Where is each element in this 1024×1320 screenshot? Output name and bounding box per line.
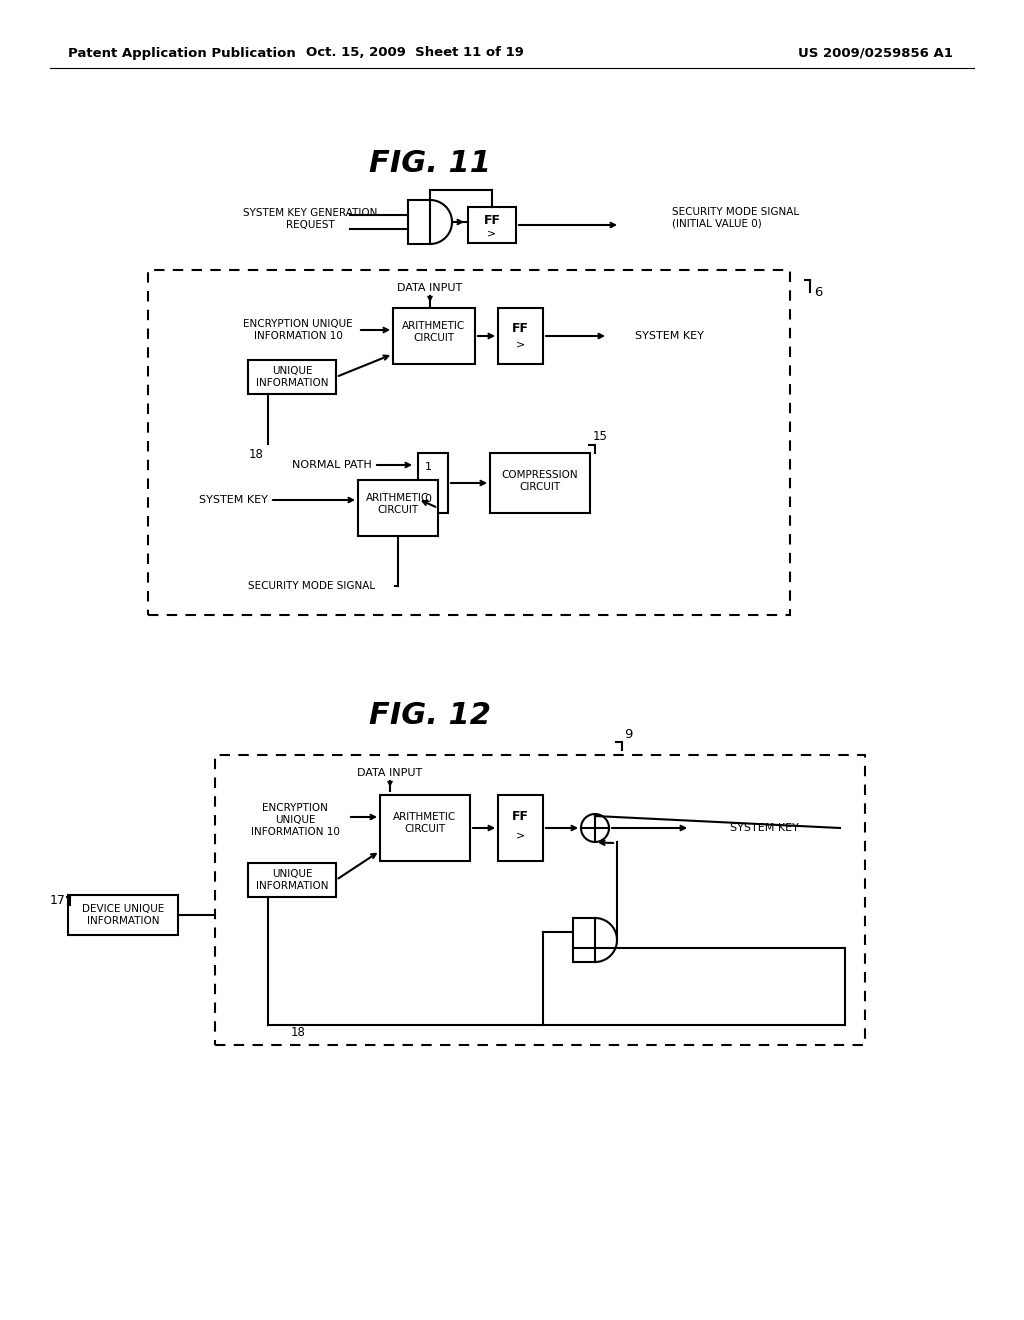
Bar: [68, 895, 178, 935]
Text: 6: 6: [814, 285, 822, 298]
Text: US 2009/0259856 A1: US 2009/0259856 A1: [798, 46, 952, 59]
Text: ARITHMETIC
CIRCUIT: ARITHMETIC CIRCUIT: [367, 494, 430, 515]
Bar: [248, 863, 336, 898]
Bar: [380, 795, 470, 861]
Text: DEVICE UNIQUE
INFORMATION: DEVICE UNIQUE INFORMATION: [82, 904, 164, 925]
Text: 0: 0: [425, 494, 431, 504]
Text: 18: 18: [249, 447, 263, 461]
Bar: [468, 207, 516, 243]
Bar: [148, 271, 790, 615]
Text: 9: 9: [624, 729, 632, 742]
Text: >: >: [516, 830, 525, 840]
Text: SYSTEM KEY: SYSTEM KEY: [730, 822, 799, 833]
Text: Patent Application Publication: Patent Application Publication: [68, 46, 296, 59]
Text: ARITHMETIC
CIRCUIT: ARITHMETIC CIRCUIT: [402, 321, 466, 343]
Bar: [418, 453, 449, 513]
Text: FIG. 11: FIG. 11: [369, 149, 490, 177]
Text: FF: FF: [512, 810, 529, 824]
Text: FF: FF: [483, 214, 501, 227]
Text: 1: 1: [425, 462, 431, 473]
Bar: [248, 360, 336, 393]
Bar: [215, 755, 865, 1045]
Bar: [490, 453, 590, 513]
Polygon shape: [573, 917, 595, 962]
Text: Oct. 15, 2009  Sheet 11 of 19: Oct. 15, 2009 Sheet 11 of 19: [306, 46, 524, 59]
Text: >: >: [487, 228, 497, 238]
Text: FF: FF: [512, 322, 529, 334]
Polygon shape: [408, 201, 430, 244]
Bar: [498, 795, 543, 861]
Text: NORMAL PATH: NORMAL PATH: [292, 459, 372, 470]
Text: ARITHMETIC
CIRCUIT: ARITHMETIC CIRCUIT: [393, 812, 457, 834]
Text: COMPRESSION
CIRCUIT: COMPRESSION CIRCUIT: [502, 470, 579, 492]
Text: FIG. 12: FIG. 12: [369, 701, 490, 730]
Text: SECURITY MODE SIGNAL
(INITIAL VALUE 0): SECURITY MODE SIGNAL (INITIAL VALUE 0): [672, 207, 799, 228]
Text: SYSTEM KEY: SYSTEM KEY: [635, 331, 703, 341]
Text: >: >: [516, 339, 525, 348]
Text: SYSTEM KEY GENERATION
REQUEST: SYSTEM KEY GENERATION REQUEST: [243, 209, 377, 230]
Text: ENCRYPTION UNIQUE
INFORMATION 10: ENCRYPTION UNIQUE INFORMATION 10: [243, 319, 353, 341]
Text: UNIQUE
INFORMATION: UNIQUE INFORMATION: [256, 366, 329, 388]
Text: 17: 17: [50, 894, 66, 907]
Text: SYSTEM KEY: SYSTEM KEY: [199, 495, 268, 506]
Bar: [393, 308, 475, 364]
Bar: [358, 480, 438, 536]
Text: 15: 15: [593, 430, 607, 444]
Text: DATA INPUT: DATA INPUT: [397, 282, 463, 293]
Text: ENCRYPTION
UNIQUE
INFORMATION 10: ENCRYPTION UNIQUE INFORMATION 10: [251, 804, 339, 837]
Text: DATA INPUT: DATA INPUT: [357, 768, 423, 777]
Text: SECURITY MODE SIGNAL: SECURITY MODE SIGNAL: [249, 581, 376, 591]
Bar: [498, 308, 543, 364]
Text: 18: 18: [291, 1027, 305, 1040]
Text: UNIQUE
INFORMATION: UNIQUE INFORMATION: [256, 869, 329, 891]
